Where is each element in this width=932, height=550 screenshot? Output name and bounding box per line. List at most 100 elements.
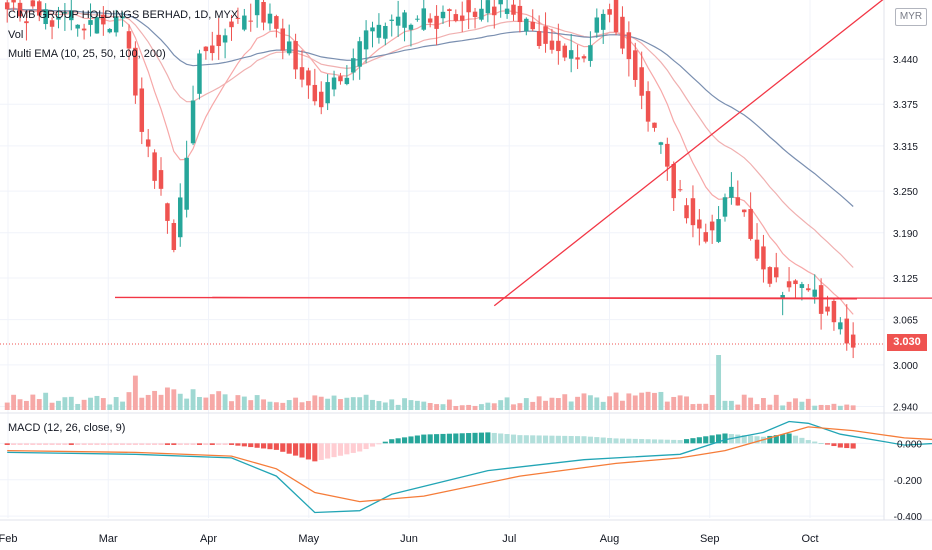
macd-histogram-bar — [818, 443, 824, 445]
candle-body — [222, 35, 228, 43]
volume-bar — [30, 394, 36, 410]
volume-bar — [626, 393, 632, 410]
volume-bar — [453, 405, 459, 410]
candle — [62, 3, 68, 31]
candle — [568, 33, 574, 73]
candle-body — [56, 16, 61, 20]
volume-bar — [722, 400, 728, 410]
macd-histogram-bar — [305, 443, 311, 460]
macd-histogram-bar — [613, 438, 619, 444]
macd-histogram-bar — [459, 433, 465, 444]
volume-bar — [581, 393, 587, 410]
candle-body — [850, 334, 856, 348]
candle-body — [133, 47, 138, 96]
macd-histogram-bar — [337, 443, 344, 456]
candle — [645, 81, 651, 132]
volume-bar — [677, 395, 683, 410]
candle — [620, 6, 625, 55]
candle-body — [754, 239, 760, 259]
volume-bar — [88, 397, 93, 410]
volume-bar — [100, 398, 106, 410]
macd-histogram-bar — [562, 435, 568, 444]
candle — [120, 11, 125, 27]
candle — [139, 77, 145, 145]
candle-body — [312, 84, 318, 102]
candle-body — [197, 53, 202, 94]
candle — [11, 0, 16, 12]
candle — [684, 198, 689, 224]
candle — [799, 281, 805, 301]
macd-histogram-bar — [850, 443, 856, 449]
candle-body — [177, 197, 183, 238]
candle — [81, 23, 87, 40]
macd-histogram-bar — [209, 443, 215, 445]
volume-bar — [735, 404, 741, 410]
macd-histogram-bar — [152, 443, 158, 445]
candle-body — [524, 18, 529, 32]
candle — [549, 28, 555, 54]
macd-histogram-bar — [55, 443, 62, 445]
volume-bar — [620, 400, 625, 410]
macd-histogram-bar — [837, 443, 843, 448]
candle — [190, 85, 196, 146]
macd-histogram-bar — [510, 434, 517, 444]
candle-body — [748, 209, 753, 239]
candle-body — [389, 19, 394, 21]
macd-histogram-bar — [107, 443, 113, 445]
volume-bar — [466, 404, 472, 410]
candle-body — [216, 34, 221, 47]
macd-histogram-bar — [722, 433, 728, 444]
macd-histogram-bar — [671, 439, 677, 444]
macd-histogram-bar — [421, 434, 427, 444]
macd-histogram-bar — [414, 435, 420, 444]
candle-body — [658, 142, 664, 145]
candle-body — [633, 50, 638, 80]
candle-body — [402, 12, 407, 28]
grid-lines — [0, 0, 884, 518]
candle — [312, 68, 318, 106]
candle-body — [498, 0, 503, 5]
candle-body — [210, 45, 215, 54]
last-price-tag: 3.030 — [887, 334, 927, 351]
volume-bar — [844, 404, 850, 410]
volume-bar — [62, 397, 68, 410]
volume-bar — [575, 396, 581, 410]
macd-histogram-bar — [318, 443, 324, 460]
macd-histogram-bar — [434, 434, 440, 444]
candle-body — [722, 197, 728, 217]
candle — [543, 12, 548, 53]
macd-histogram-bar — [741, 435, 747, 444]
candle — [69, 0, 74, 31]
volume-bar — [741, 394, 747, 410]
candle — [37, 0, 42, 22]
candle-body — [248, 20, 253, 22]
candle — [818, 278, 824, 330]
candle-body — [761, 246, 766, 270]
macd-histogram-bar — [145, 443, 151, 445]
candle-body — [242, 15, 247, 30]
volume-bar — [402, 398, 407, 410]
volume-bar — [523, 398, 529, 410]
volume-bar — [395, 404, 401, 410]
price-axis: 3.440 3.375 3.315 3.250 3.190 3.125 3.065 3.000… — [893, 55, 918, 413]
candle — [351, 48, 356, 81]
volume-bar — [748, 397, 754, 410]
currency-button[interactable]: MYR — [895, 8, 927, 26]
candle-body — [370, 27, 375, 32]
volume-bar — [421, 401, 427, 410]
macd-histogram-bar — [709, 435, 715, 444]
macd-histogram-bar — [427, 434, 433, 444]
candle — [658, 141, 664, 154]
volume-bar — [793, 398, 798, 410]
macd-histogram-bar — [619, 438, 626, 444]
volume-bar — [799, 401, 805, 410]
candle-body — [331, 77, 337, 90]
candle-body — [517, 5, 523, 23]
candle-body — [600, 13, 606, 30]
macd-histogram-bar — [799, 437, 805, 444]
macd-histogram-bar — [453, 433, 459, 444]
candle — [581, 54, 587, 63]
macd-histogram-bar — [517, 435, 523, 444]
volume-bar — [562, 394, 568, 410]
